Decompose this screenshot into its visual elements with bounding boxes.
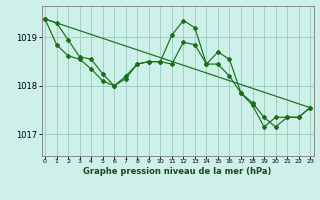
X-axis label: Graphe pression niveau de la mer (hPa): Graphe pression niveau de la mer (hPa) [84,167,272,176]
